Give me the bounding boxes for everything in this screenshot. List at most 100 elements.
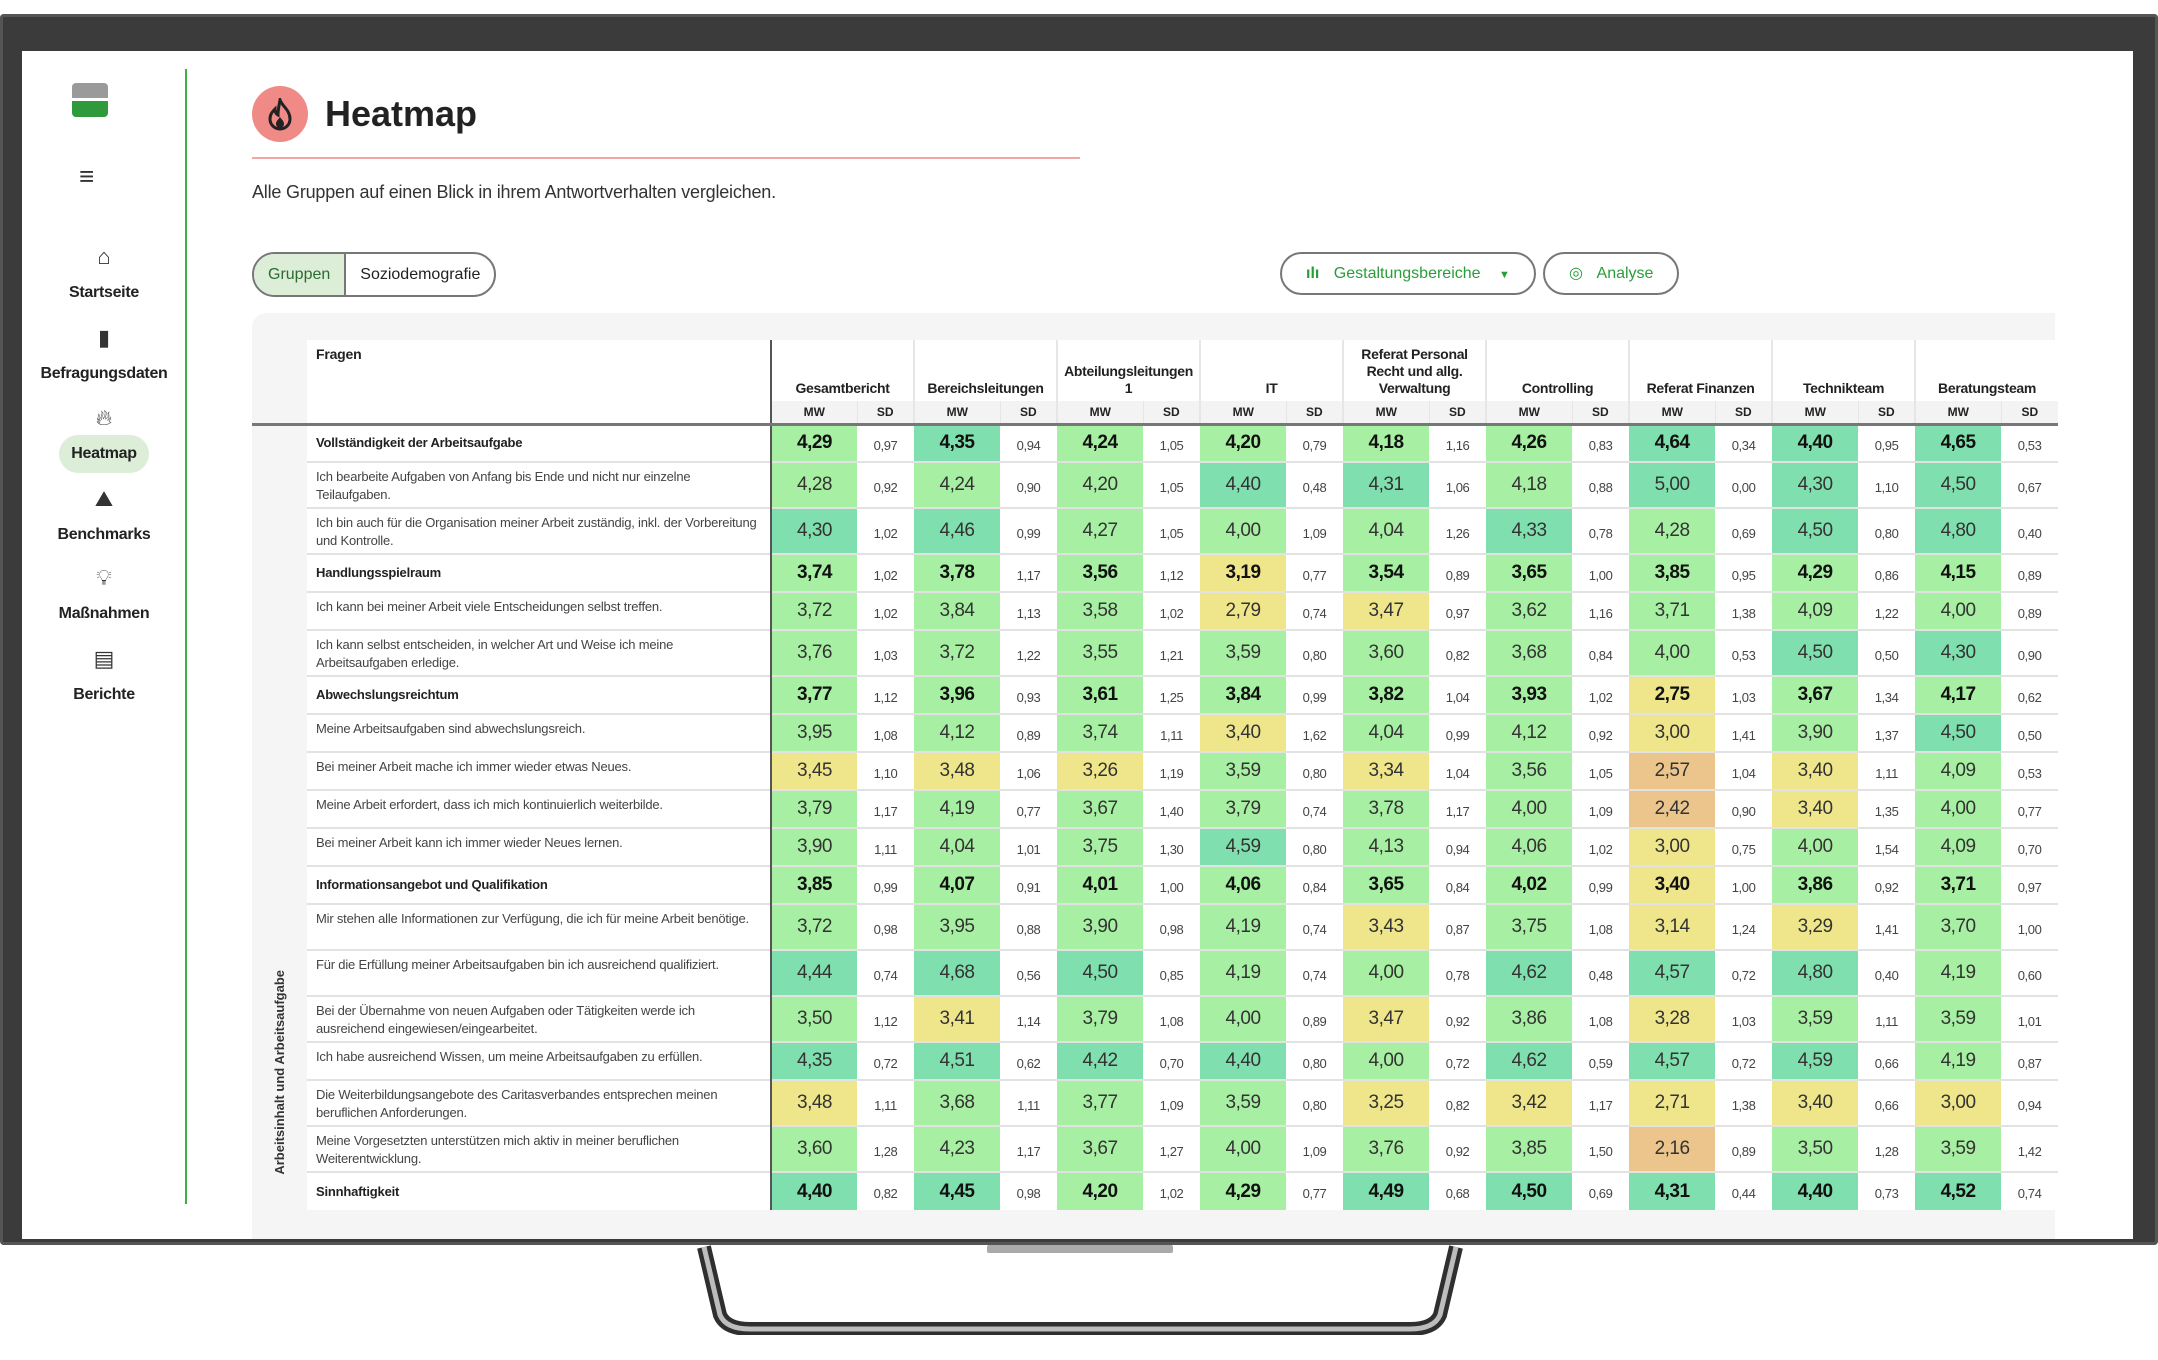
mean-value-cell[interactable]: 4,00: [1200, 507, 1287, 554]
mean-value-cell[interactable]: 3,77: [1057, 1079, 1144, 1126]
mean-value-cell[interactable]: 4,00: [1200, 1125, 1287, 1172]
mean-value-cell[interactable]: 2,75: [1629, 675, 1716, 714]
mean-value-cell[interactable]: 4,50: [1915, 713, 2002, 752]
mean-value-cell[interactable]: 4,52: [1915, 1171, 2002, 1210]
mean-value-cell[interactable]: 4,44: [771, 949, 857, 996]
mean-value-cell[interactable]: 4,59: [1772, 1041, 1859, 1080]
mean-value-cell[interactable]: 2,71: [1629, 1079, 1716, 1126]
mean-value-cell[interactable]: 3,78: [914, 553, 1001, 592]
mean-value-cell[interactable]: 3,14: [1629, 903, 1716, 950]
mean-value-cell[interactable]: 4,29: [771, 423, 857, 462]
mean-value-cell[interactable]: 4,00: [1200, 995, 1287, 1042]
mean-value-cell[interactable]: 3,59: [1915, 1125, 2002, 1172]
mean-value-cell[interactable]: 3,74: [771, 553, 857, 592]
toggle-soziodemografie[interactable]: Soziodemografie: [360, 266, 481, 283]
mean-value-cell[interactable]: 3,41: [914, 995, 1001, 1042]
mean-value-cell[interactable]: 4,50: [1772, 507, 1859, 554]
mean-value-cell[interactable]: 4,20: [1200, 423, 1287, 462]
mean-value-cell[interactable]: 4,26: [1486, 423, 1573, 462]
mean-value-cell[interactable]: 4,28: [771, 461, 857, 508]
mean-value-cell[interactable]: 3,79: [771, 789, 857, 828]
mean-value-cell[interactable]: 4,51: [914, 1041, 1001, 1080]
mean-value-cell[interactable]: 3,76: [1343, 1125, 1430, 1172]
toggle-gruppen[interactable]: Gruppen: [254, 254, 347, 295]
mean-value-cell[interactable]: 4,40: [771, 1171, 857, 1210]
mean-value-cell[interactable]: 3,75: [1486, 903, 1573, 950]
mean-value-cell[interactable]: 4,24: [1057, 423, 1144, 462]
mean-value-cell[interactable]: 4,18: [1486, 461, 1573, 508]
mean-value-cell[interactable]: 3,48: [914, 751, 1001, 790]
mean-value-cell[interactable]: 4,17: [1915, 675, 2002, 714]
mean-value-cell[interactable]: 3,86: [1486, 995, 1573, 1042]
mean-value-cell[interactable]: 3,68: [914, 1079, 1001, 1126]
mean-value-cell[interactable]: 3,90: [1057, 903, 1144, 950]
mean-value-cell[interactable]: 4,40: [1772, 423, 1859, 462]
sidebar-item-benchmarks[interactable]: ⛰ Benchmarks: [22, 486, 186, 554]
mean-value-cell[interactable]: 3,90: [771, 827, 857, 866]
mean-value-cell[interactable]: 4,80: [1915, 507, 2002, 554]
mean-value-cell[interactable]: 4,00: [1915, 789, 2002, 828]
mean-value-cell[interactable]: 4,19: [1915, 949, 2002, 996]
mean-value-cell[interactable]: 5,00: [1629, 461, 1716, 508]
sidebar-item-maßnahmen[interactable]: 💡︎ Maßnahmen: [22, 565, 186, 633]
mean-value-cell[interactable]: 3,60: [1343, 629, 1430, 676]
mean-value-cell[interactable]: 4,30: [1772, 461, 1859, 508]
mean-value-cell[interactable]: 3,70: [1915, 903, 2002, 950]
mean-value-cell[interactable]: 4,59: [1200, 827, 1287, 866]
mean-value-cell[interactable]: 4,00: [1629, 629, 1716, 676]
mean-value-cell[interactable]: 2,16: [1629, 1125, 1716, 1172]
mean-value-cell[interactable]: 3,56: [1486, 751, 1573, 790]
mean-value-cell[interactable]: 4,35: [771, 1041, 857, 1080]
mean-value-cell[interactable]: 3,29: [1772, 903, 1859, 950]
mean-value-cell[interactable]: 4,42: [1057, 1041, 1144, 1080]
mean-value-cell[interactable]: 2,42: [1629, 789, 1716, 828]
mean-value-cell[interactable]: 3,40: [1629, 865, 1716, 904]
mean-value-cell[interactable]: 3,76: [771, 629, 857, 676]
mean-value-cell[interactable]: 3,50: [771, 995, 857, 1042]
mean-value-cell[interactable]: 4,50: [1486, 1171, 1573, 1210]
mean-value-cell[interactable]: 4,24: [914, 461, 1001, 508]
mean-value-cell[interactable]: 3,34: [1343, 751, 1430, 790]
mean-value-cell[interactable]: 3,28: [1629, 995, 1716, 1042]
mean-value-cell[interactable]: 3,72: [771, 591, 857, 630]
mean-value-cell[interactable]: 3,59: [1200, 751, 1287, 790]
mean-value-cell[interactable]: 4,40: [1200, 461, 1287, 508]
mean-value-cell[interactable]: 3,47: [1343, 591, 1430, 630]
mean-value-cell[interactable]: 3,67: [1772, 675, 1859, 714]
mean-value-cell[interactable]: 4,80: [1772, 949, 1859, 996]
mean-value-cell[interactable]: 3,26: [1057, 751, 1144, 790]
mean-value-cell[interactable]: 3,00: [1629, 827, 1716, 866]
mean-value-cell[interactable]: 4,15: [1915, 553, 2002, 592]
mean-value-cell[interactable]: 4,19: [1915, 1041, 2002, 1080]
mean-value-cell[interactable]: 3,71: [1915, 865, 2002, 904]
mean-value-cell[interactable]: 3,75: [1057, 827, 1144, 866]
mean-value-cell[interactable]: 4,19: [1200, 949, 1287, 996]
mean-value-cell[interactable]: 3,67: [1057, 1125, 1144, 1172]
mean-value-cell[interactable]: 4,62: [1486, 949, 1573, 996]
mean-value-cell[interactable]: 4,28: [1629, 507, 1716, 554]
mean-value-cell[interactable]: 3,43: [1343, 903, 1430, 950]
mean-value-cell[interactable]: 3,68: [1486, 629, 1573, 676]
mean-value-cell[interactable]: 3,86: [1772, 865, 1859, 904]
sidebar-item-startseite[interactable]: ⌂ Startseite: [22, 244, 186, 312]
mean-value-cell[interactable]: 4,00: [1915, 591, 2002, 630]
mean-value-cell[interactable]: 4,09: [1915, 751, 2002, 790]
mean-value-cell[interactable]: 4,09: [1772, 591, 1859, 630]
mean-value-cell[interactable]: 4,19: [1200, 903, 1287, 950]
mean-value-cell[interactable]: 4,50: [1915, 461, 2002, 508]
mean-value-cell[interactable]: 3,61: [1057, 675, 1144, 714]
mean-value-cell[interactable]: 3,79: [1057, 995, 1144, 1042]
mean-value-cell[interactable]: 4,04: [914, 827, 1001, 866]
mean-value-cell[interactable]: 3,85: [771, 865, 857, 904]
mean-value-cell[interactable]: 3,72: [914, 629, 1001, 676]
mean-value-cell[interactable]: 4,45: [914, 1171, 1001, 1210]
mean-value-cell[interactable]: 4,20: [1057, 1171, 1144, 1210]
mean-value-cell[interactable]: 4,04: [1343, 507, 1430, 554]
mean-value-cell[interactable]: 3,96: [914, 675, 1001, 714]
mean-value-cell[interactable]: 4,29: [1772, 553, 1859, 592]
mean-value-cell[interactable]: 4,33: [1486, 507, 1573, 554]
mean-value-cell[interactable]: 3,95: [771, 713, 857, 752]
mean-value-cell[interactable]: 3,65: [1343, 865, 1430, 904]
mean-value-cell[interactable]: 3,48: [771, 1079, 857, 1126]
mean-value-cell[interactable]: 3,40: [1200, 713, 1287, 752]
